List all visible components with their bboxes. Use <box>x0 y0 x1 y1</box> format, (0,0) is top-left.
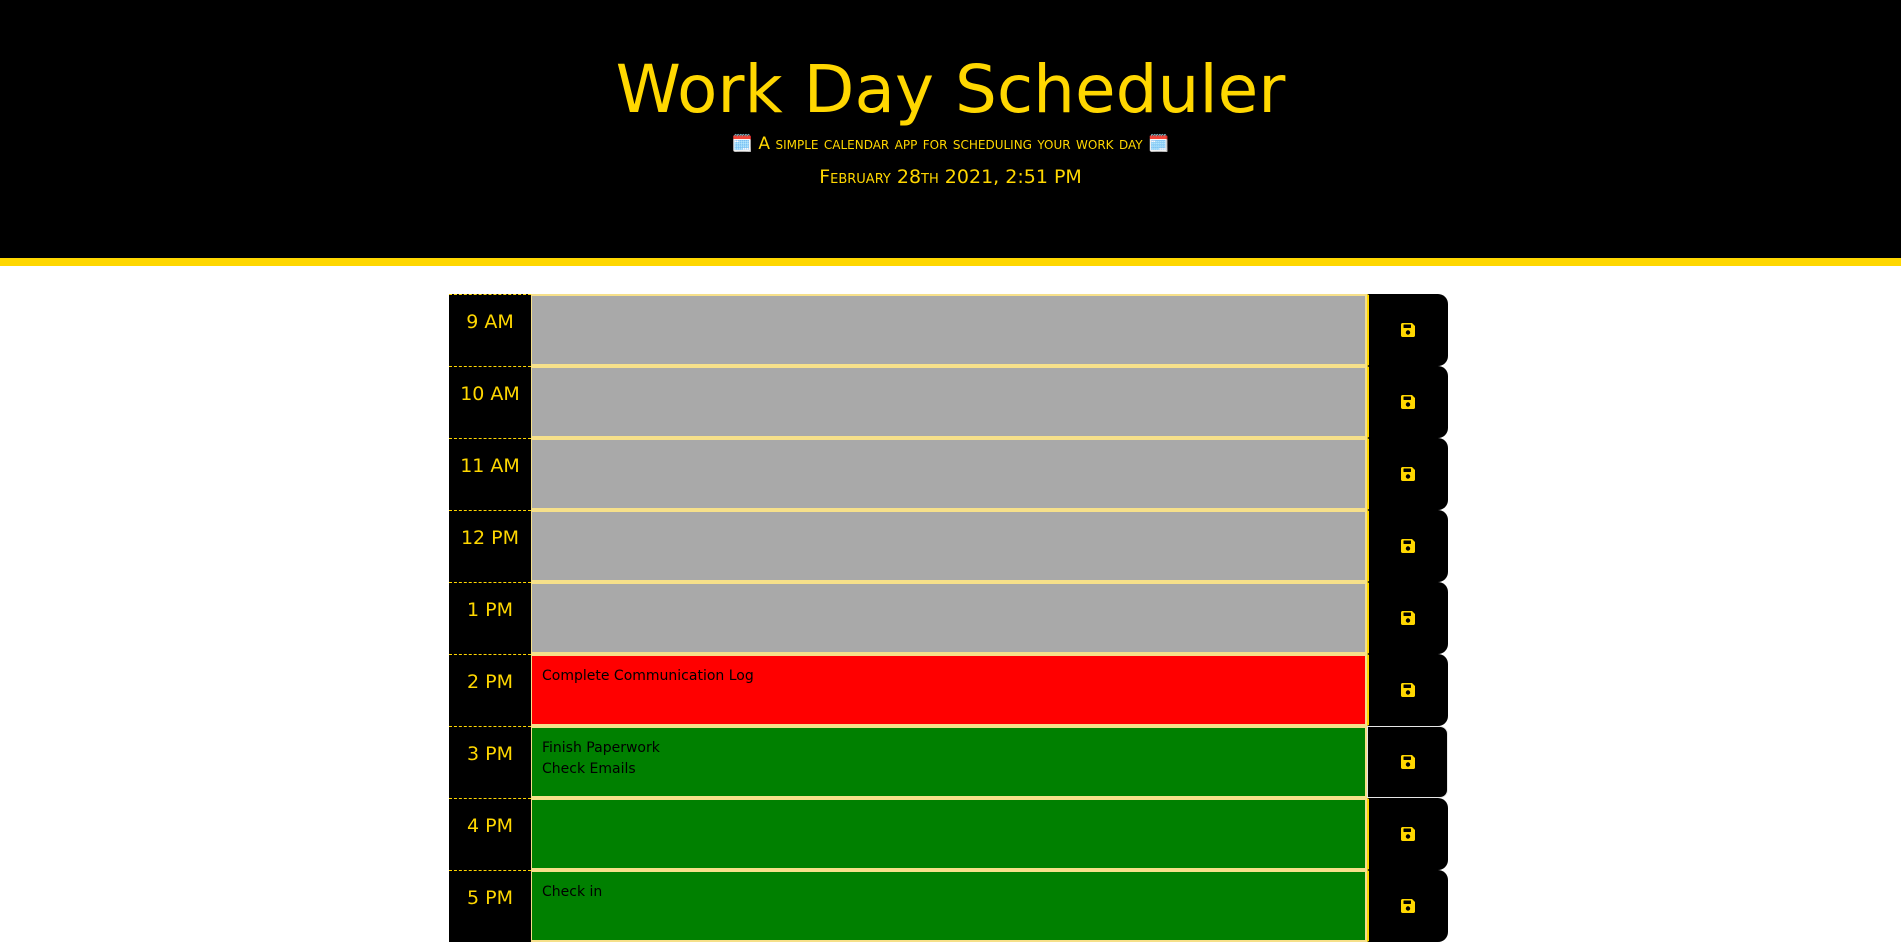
timeblock-row: 10 AM <box>449 366 1448 438</box>
page-subtitle: 🗓️ A simple calendar app for scheduling … <box>731 134 1170 154</box>
save-button[interactable] <box>1367 438 1448 510</box>
timeblock-row: 9 AM <box>449 294 1448 366</box>
event-textarea[interactable] <box>531 582 1367 654</box>
event-textarea[interactable] <box>531 798 1367 870</box>
hour-label: 2 PM <box>449 654 531 726</box>
timeblock-row: 5 PM Check in <box>449 870 1448 942</box>
save-button[interactable] <box>1367 366 1448 438</box>
hour-label: 12 PM <box>449 510 531 582</box>
floppy-disk-icon <box>1401 539 1415 553</box>
hour-label: 11 AM <box>449 438 531 510</box>
save-button[interactable] <box>1367 726 1448 798</box>
floppy-disk-icon <box>1401 467 1415 481</box>
timeblock-row: 3 PM Finish Paperwork Check Emails <box>449 726 1448 798</box>
floppy-disk-icon <box>1401 827 1415 841</box>
floppy-disk-icon <box>1401 899 1415 913</box>
floppy-disk-icon <box>1401 611 1415 625</box>
floppy-disk-icon <box>1400 755 1415 769</box>
event-textarea[interactable]: Check in <box>531 870 1367 942</box>
header: Work Day Scheduler 🗓️ A simple calendar … <box>0 0 1901 266</box>
timeblock-row: 12 PM <box>449 510 1448 582</box>
timeblock-list: 9 AM 10 AM 11 AM 12 PM 1 PM 2 PM Com <box>449 294 1448 942</box>
floppy-disk-icon <box>1401 683 1415 697</box>
save-button[interactable] <box>1367 294 1448 366</box>
event-textarea[interactable] <box>531 438 1367 510</box>
timeblock-row: 11 AM <box>449 438 1448 510</box>
hour-label: 1 PM <box>449 582 531 654</box>
timeblock-row: 2 PM Complete Communication Log <box>449 654 1448 726</box>
floppy-disk-icon <box>1401 323 1415 337</box>
event-textarea[interactable]: Complete Communication Log <box>531 654 1367 726</box>
save-button[interactable] <box>1367 582 1448 654</box>
current-day: February 28th 2021, 2:51 PM <box>819 166 1082 188</box>
hour-label: 9 AM <box>449 294 531 366</box>
hour-label: 10 AM <box>449 366 531 438</box>
hour-label: 5 PM <box>449 870 531 942</box>
save-button[interactable] <box>1367 654 1448 726</box>
save-button[interactable] <box>1367 510 1448 582</box>
save-button[interactable] <box>1367 798 1448 870</box>
timeblock-row: 4 PM <box>449 798 1448 870</box>
event-textarea[interactable] <box>531 294 1367 366</box>
page-title: Work Day Scheduler <box>615 51 1286 128</box>
event-textarea[interactable] <box>531 510 1367 582</box>
event-textarea[interactable]: Finish Paperwork Check Emails <box>531 726 1367 798</box>
event-textarea[interactable] <box>531 366 1367 438</box>
hour-label: 4 PM <box>449 798 531 870</box>
save-button[interactable] <box>1367 870 1448 942</box>
floppy-disk-icon <box>1401 395 1415 409</box>
hour-label: 3 PM <box>449 726 531 798</box>
timeblock-row: 1 PM <box>449 582 1448 654</box>
